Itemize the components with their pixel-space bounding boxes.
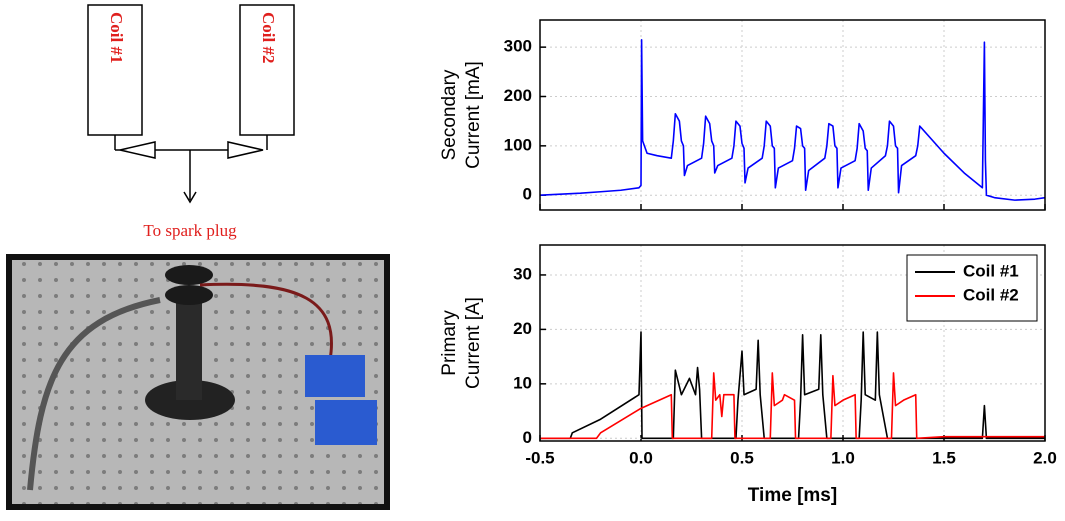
coil-label: Coil #2 [259,12,278,63]
y-axis-label: Current [A] [463,297,484,389]
x-tick-label: 0.5 [730,448,754,467]
y-tick-label: 20 [513,319,532,338]
x-tick-label: 1.5 [932,448,956,467]
x-tick-label: -0.5 [525,448,554,467]
x-tick-label: 1.0 [831,448,855,467]
y-tick-label: 200 [504,86,532,105]
x-tick-label: 2.0 [1033,448,1057,467]
y-tick-label: 10 [513,373,532,392]
y-axis-label: Current [mA] [463,61,484,169]
legend-box [906,254,1038,322]
y-tick-label: 0 [523,428,532,447]
y-axis-label: Secondary [439,69,460,160]
coil-label: Coil #1 [107,12,126,63]
circuit-diagram [87,4,295,204]
plot-frame [539,244,1046,442]
data-line [540,331,1045,440]
y-axis-label: Primary [439,310,460,376]
output-label: To spark plug [143,221,237,240]
y-tick-label: 300 [504,37,532,56]
x-tick-label: 0.0 [629,448,653,467]
y-tick-label: 30 [513,264,532,283]
x-axis-label: Time [ms] [748,485,837,506]
legend-label: Coil #1 [963,261,1019,280]
plot-frame [539,19,1046,211]
legend-label: Coil #2 [963,285,1019,304]
y-tick-label: 0 [523,185,532,204]
photo [6,254,390,510]
y-tick-label: 100 [504,135,532,154]
data-line [540,372,1045,440]
data-line [539,38,1046,201]
